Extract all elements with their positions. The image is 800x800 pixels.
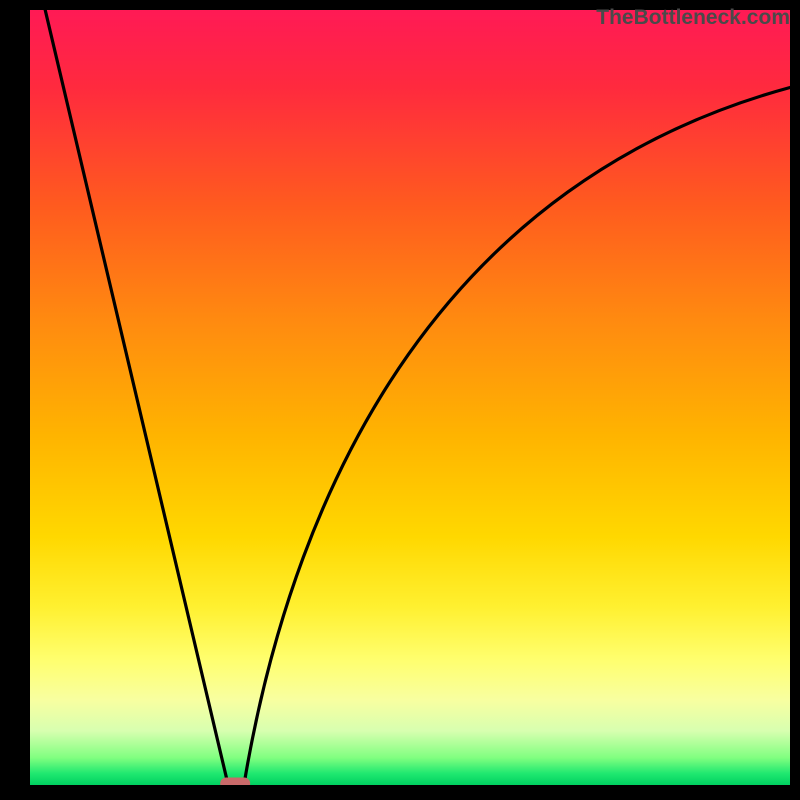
bottleneck-curve-left xyxy=(45,10,227,783)
attribution-label: TheBottleneck.com xyxy=(596,6,790,30)
curve-overlay xyxy=(30,10,790,785)
plot-area xyxy=(30,10,790,785)
chart-container: TheBottleneck.com xyxy=(0,0,800,800)
bottleneck-curve-right xyxy=(244,88,790,783)
optimum-marker xyxy=(220,777,250,785)
